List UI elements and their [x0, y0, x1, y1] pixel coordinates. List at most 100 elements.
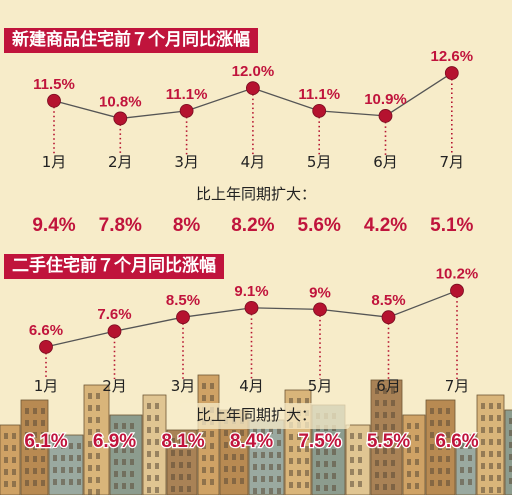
building-window: [147, 415, 151, 421]
expansion-value: 4.2%: [364, 215, 407, 236]
building-window: [332, 437, 336, 443]
building-window: [277, 428, 281, 434]
building-window: [240, 442, 244, 448]
building-window: [12, 481, 16, 487]
building-window: [253, 464, 257, 470]
building-window: [61, 443, 65, 449]
building-window: [391, 436, 395, 442]
building-window: [468, 455, 472, 461]
building-window: [253, 476, 257, 482]
building-window: [391, 400, 395, 406]
building-window: [171, 474, 175, 480]
data-label: 12.0%: [232, 63, 275, 80]
data-label: 7.6%: [97, 306, 131, 323]
building-window: [202, 455, 206, 461]
building-window: [358, 445, 362, 451]
building-window: [407, 483, 411, 489]
building-window: [261, 440, 265, 446]
building-window: [202, 431, 206, 437]
building-window: [305, 446, 309, 452]
building-window: [350, 433, 354, 439]
expansion-value: 9.4%: [32, 215, 75, 236]
building-window: [489, 427, 493, 433]
building-window: [430, 432, 434, 438]
building-window: [297, 446, 301, 452]
building-window: [305, 458, 309, 464]
building-window: [53, 455, 57, 461]
building-window: [415, 471, 419, 477]
data-label: 9.1%: [234, 283, 268, 300]
building-window: [468, 467, 472, 473]
building-window: [446, 408, 450, 414]
building-window: [41, 456, 45, 462]
data-point: [378, 109, 393, 123]
building: [83, 384, 110, 495]
expansion-value: 6.9%: [93, 431, 136, 452]
building-window: [383, 460, 387, 466]
building-window: [187, 474, 191, 480]
building-window: [489, 439, 493, 445]
building-window: [269, 440, 273, 446]
building-window: [210, 395, 214, 401]
building-window: [446, 468, 450, 474]
building-window: [391, 472, 395, 478]
building: [504, 409, 512, 495]
building-window: [53, 443, 57, 449]
building-window: [383, 436, 387, 442]
building-window: [96, 441, 100, 447]
building-window: [202, 479, 206, 485]
building-window: [155, 463, 159, 469]
building-window: [114, 447, 118, 453]
building-window: [96, 393, 100, 399]
building-window: [297, 482, 301, 488]
building-window: [324, 473, 328, 479]
building-window: [497, 487, 501, 493]
building-window: [61, 455, 65, 461]
building-window: [481, 415, 485, 421]
building-window: [481, 451, 485, 457]
building-window: [130, 471, 134, 477]
building-window: [261, 488, 265, 494]
building-window: [12, 445, 16, 451]
data-label: 6.6%: [29, 322, 63, 339]
building-window: [358, 481, 362, 487]
data-point: [113, 111, 128, 126]
building-window: [332, 485, 336, 491]
building-window: [438, 444, 442, 450]
building-window: [210, 455, 214, 461]
building-window: [130, 483, 134, 489]
building-window: [33, 468, 37, 474]
building-window: [468, 479, 472, 485]
building-window: [407, 423, 411, 429]
building-window: [96, 405, 100, 411]
building-window: [497, 439, 501, 445]
building-window: [96, 465, 100, 471]
building-window: [253, 488, 257, 494]
building-window: [179, 450, 183, 456]
building-window: [147, 475, 151, 481]
building-window: [383, 400, 387, 406]
building-window: [4, 481, 8, 487]
data-label: 11.1%: [166, 86, 208, 103]
building-window: [171, 438, 175, 444]
x-tick-label: 2月: [108, 153, 133, 171]
building-window: [155, 427, 159, 433]
building-window: [232, 442, 236, 448]
building: [402, 414, 426, 495]
building-window: [4, 445, 8, 451]
expansion-value: 8%: [173, 215, 201, 236]
building-window: [316, 437, 320, 443]
building-window: [210, 479, 214, 485]
building-window: [41, 432, 45, 438]
building-window: [210, 431, 214, 437]
x-tick-label: 3月: [174, 153, 199, 171]
building-window: [130, 423, 134, 429]
building-window: [187, 438, 191, 444]
building-window: [53, 467, 57, 473]
building-window: [155, 487, 159, 493]
building-window: [438, 456, 442, 462]
building-window: [25, 408, 29, 414]
building-window: [489, 403, 493, 409]
building-window: [253, 428, 257, 434]
building-window: [88, 405, 92, 411]
